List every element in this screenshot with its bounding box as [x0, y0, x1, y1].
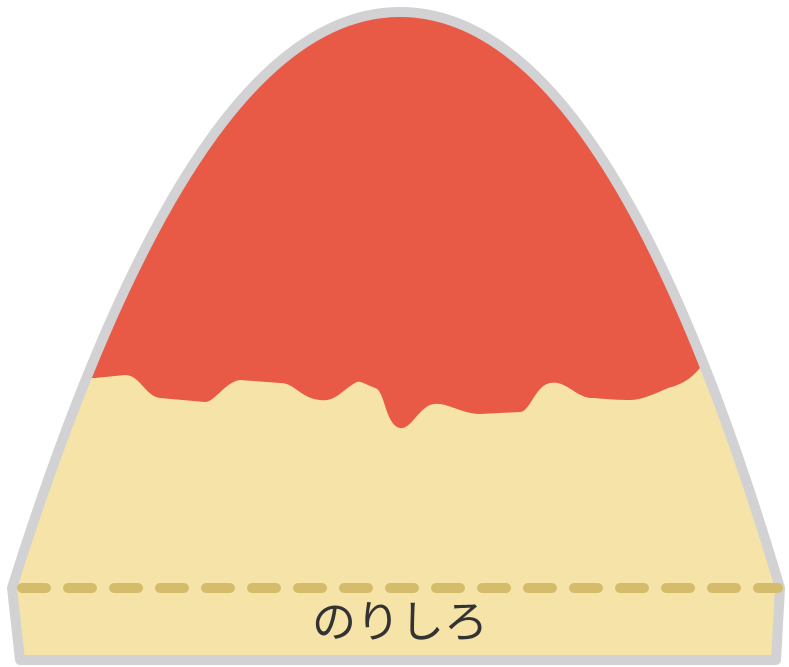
red-top: [12, 12, 780, 429]
glue-label: のりしろ: [312, 597, 488, 648]
outline: [7, 7, 785, 665]
top-group: [12, 12, 780, 429]
